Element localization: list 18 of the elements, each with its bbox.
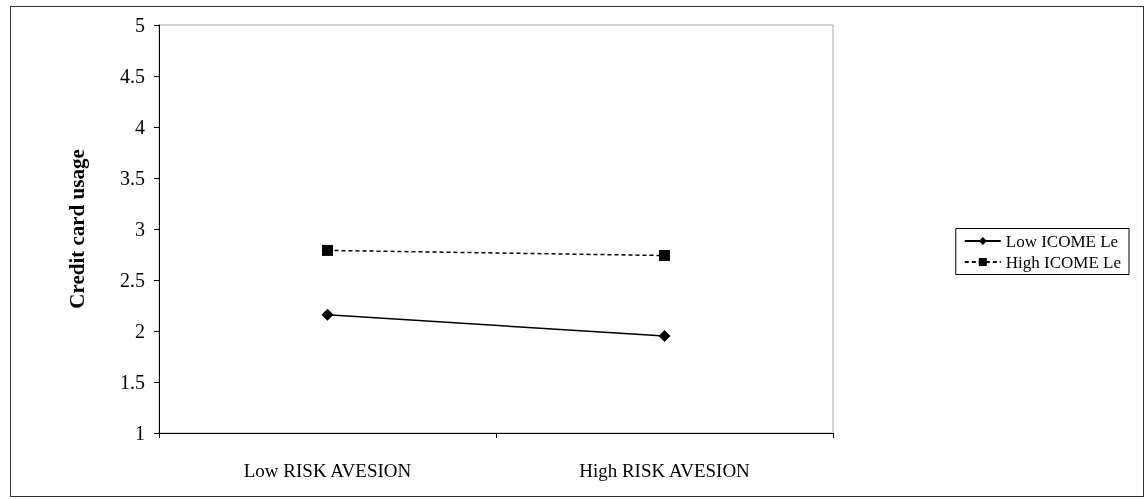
- legend-label: High ICOME Le: [1005, 252, 1122, 272]
- x-tick-label: Low RISK AVESION: [243, 460, 412, 481]
- y-tick-label: 3: [135, 218, 145, 240]
- point: [659, 250, 670, 262]
- y-axis-title: Credit card usage: [64, 149, 89, 309]
- y-tick-label: 2: [135, 320, 145, 342]
- y-tick-label: 3.5: [120, 167, 145, 189]
- y-tick-label: 5: [135, 14, 145, 36]
- y-tick-label: 2.5: [120, 269, 145, 291]
- y-tick-label: 4: [135, 116, 145, 138]
- point: [658, 330, 671, 343]
- x-tick-label: High RISK AVESION: [579, 460, 751, 481]
- legend-label: Low ICOME Le: [1005, 231, 1119, 251]
- point: [321, 308, 334, 321]
- y-tick-label: 1: [135, 422, 145, 444]
- y-tick-label: 4.5: [120, 65, 145, 87]
- point: [322, 244, 333, 256]
- y-tick-label: 1.5: [120, 371, 145, 393]
